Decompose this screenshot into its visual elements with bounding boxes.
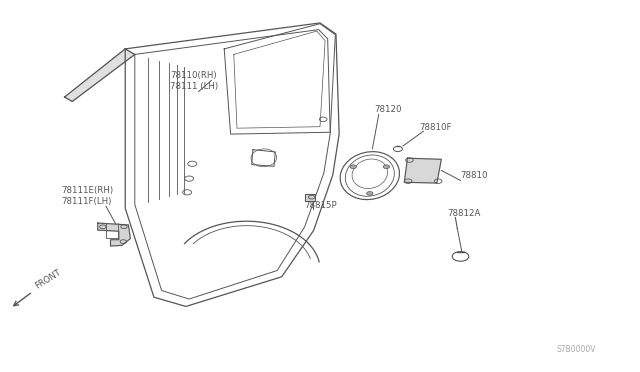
Circle shape — [367, 192, 373, 195]
Circle shape — [350, 165, 356, 169]
Text: 78810: 78810 — [461, 171, 488, 180]
Polygon shape — [305, 194, 315, 201]
Text: 78110(RH)
78111 (LH): 78110(RH) 78111 (LH) — [170, 71, 218, 92]
Circle shape — [383, 165, 390, 169]
Text: 78812A: 78812A — [448, 208, 481, 218]
Polygon shape — [404, 158, 442, 183]
Text: 78815P: 78815P — [304, 201, 337, 210]
Text: 78120: 78120 — [374, 105, 402, 114]
Polygon shape — [98, 223, 131, 246]
Text: S7B0000V: S7B0000V — [556, 344, 596, 353]
Text: FRONT: FRONT — [34, 268, 63, 291]
Text: 78810F: 78810F — [419, 123, 451, 132]
Polygon shape — [65, 49, 135, 102]
Text: 78111E(RH)
78111F(LH): 78111E(RH) 78111F(LH) — [61, 186, 113, 206]
